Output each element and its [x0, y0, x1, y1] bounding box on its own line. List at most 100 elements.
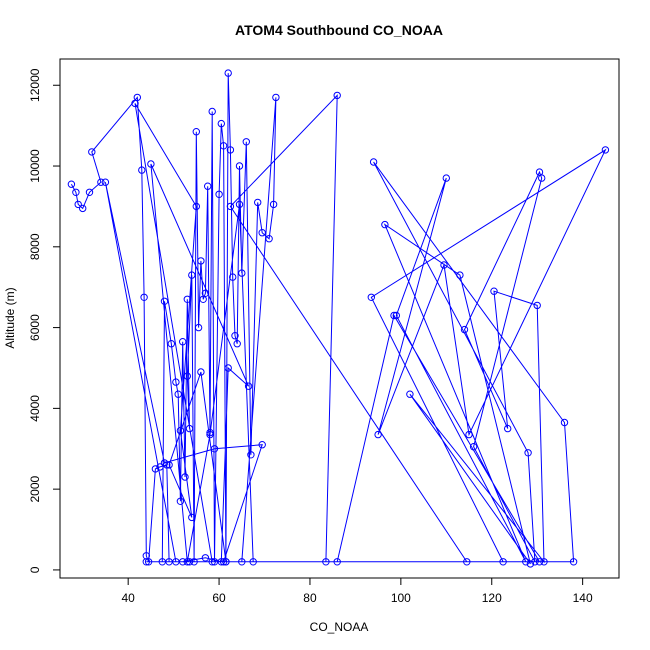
- data-point: [333, 558, 341, 566]
- data-point: [526, 560, 535, 568]
- data-point: [490, 287, 498, 295]
- data-point: [183, 558, 192, 566]
- data-point: [217, 119, 226, 128]
- data-point: [131, 99, 139, 108]
- y-tick-label: 4000: [28, 395, 42, 422]
- data-point: [188, 513, 196, 522]
- data-point: [201, 554, 210, 562]
- data-layer: [67, 69, 610, 568]
- data-point: [194, 323, 203, 332]
- data-point: [533, 301, 541, 310]
- y-axis: 0 2000 4000 6000 8000 10000 12000: [28, 68, 61, 573]
- data-point: [97, 178, 105, 186]
- data-point: [235, 162, 244, 170]
- data-point: [272, 93, 280, 102]
- data-point: [188, 271, 196, 279]
- data-point: [442, 174, 450, 182]
- x-axis: 40 60 80 100 120 140: [121, 577, 593, 605]
- data-point: [219, 142, 228, 150]
- y-tick-label: 8000: [28, 233, 42, 260]
- data-point: [226, 146, 235, 154]
- data-point: [138, 166, 146, 174]
- data-point: [72, 188, 80, 197]
- data-point: [235, 200, 244, 209]
- data-point: [204, 182, 212, 190]
- data-point: [254, 198, 262, 207]
- x-tick-label: 140: [573, 591, 593, 605]
- x-axis-label: CO_NOAA: [310, 620, 369, 634]
- data-point: [142, 558, 151, 566]
- data-point: [569, 558, 578, 566]
- data-point: [456, 271, 464, 279]
- data-point: [179, 338, 187, 346]
- data-point: [217, 558, 226, 566]
- data-point: [192, 128, 201, 136]
- y-tick-label: 10000: [28, 149, 42, 183]
- data-point: [185, 424, 194, 433]
- data-point: [258, 441, 266, 449]
- data-point: [172, 378, 180, 386]
- data-point: [374, 430, 382, 439]
- data-point: [192, 202, 201, 211]
- data-point: [369, 158, 378, 166]
- data-point: [165, 461, 173, 469]
- data-point: [269, 200, 278, 209]
- y-axis-label: Altitude (m): [3, 287, 17, 348]
- data-point: [79, 204, 87, 213]
- data-point: [238, 558, 246, 566]
- series-line: [70, 73, 607, 565]
- y-tick-label: 0: [28, 566, 42, 573]
- data-point: [208, 558, 216, 566]
- data-point: [231, 332, 239, 340]
- data-point: [210, 445, 219, 453]
- data-point: [367, 293, 375, 301]
- chart-title: ATOM4 Southbound CO_NOAA: [235, 22, 443, 38]
- data-point: [229, 273, 237, 281]
- data-point: [247, 451, 255, 459]
- data-point: [176, 426, 185, 435]
- data-point: [265, 235, 273, 243]
- x-tick-label: 120: [482, 591, 502, 605]
- data-point: [160, 297, 169, 305]
- data-point: [208, 107, 216, 116]
- data-point: [601, 146, 610, 154]
- data-point: [238, 269, 246, 277]
- x-tick-label: 80: [303, 591, 317, 605]
- data-point: [465, 430, 473, 439]
- data-point: [224, 364, 232, 372]
- data-point: [163, 461, 171, 469]
- data-point: [201, 289, 210, 297]
- y-tick-label: 2000: [28, 475, 42, 502]
- data-point: [179, 558, 187, 566]
- data-point: [249, 558, 257, 566]
- data-point: [463, 558, 471, 566]
- data-point: [560, 418, 569, 427]
- data-point: [392, 311, 400, 320]
- data-point: [74, 200, 82, 209]
- data-point: [499, 558, 507, 566]
- data-point: [333, 91, 341, 100]
- data-point: [322, 558, 330, 566]
- data-point: [258, 229, 266, 237]
- data-point: [197, 368, 205, 376]
- data-point: [176, 497, 185, 505]
- data-point: [197, 257, 205, 265]
- x-tick-label: 60: [212, 591, 226, 605]
- data-point: [224, 69, 232, 77]
- data-point: [181, 473, 189, 481]
- data-point: [144, 558, 153, 566]
- data-point: [226, 202, 235, 211]
- data-point: [460, 325, 469, 334]
- data-point: [174, 390, 182, 398]
- data-point: [540, 558, 548, 566]
- data-point: [390, 311, 398, 320]
- data-point: [215, 190, 223, 199]
- data-point: [233, 340, 241, 348]
- data-point: [406, 390, 414, 398]
- data-point: [156, 463, 164, 471]
- data-point: [222, 558, 230, 566]
- data-point: [158, 558, 167, 566]
- y-tick-label: 12000: [28, 68, 42, 102]
- data-point: [535, 558, 544, 566]
